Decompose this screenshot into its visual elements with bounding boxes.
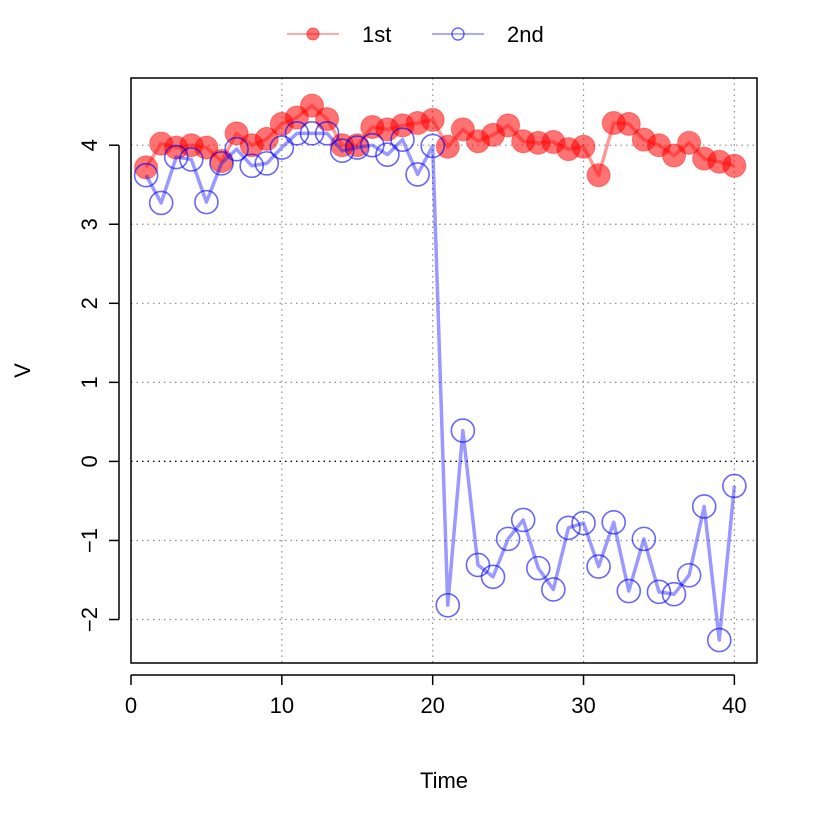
data-point: [586, 163, 611, 188]
legend-label: 2nd: [507, 22, 544, 47]
data-point: [541, 577, 566, 602]
data-point: [300, 93, 325, 118]
data-point: [662, 143, 687, 168]
data-point: [496, 113, 521, 138]
data-point: [284, 121, 310, 146]
data-point: [254, 151, 280, 176]
data-point: [450, 418, 476, 443]
series-line: [144, 131, 737, 642]
data-point: [179, 147, 204, 172]
data-point: [224, 136, 249, 162]
data-point: [133, 162, 159, 188]
plot-frame: [130, 77, 758, 664]
y-tick-label: −2: [77, 607, 102, 632]
data-point: [194, 189, 219, 215]
data-point: [390, 127, 415, 152]
data-point: [691, 494, 717, 519]
data-point: [315, 107, 340, 132]
data-point: [706, 627, 732, 653]
x-tick-label: 0: [125, 693, 137, 718]
x-tick-label: 20: [420, 693, 444, 718]
data-point: [254, 126, 279, 151]
data-point: [269, 135, 295, 160]
data-point: [329, 138, 355, 164]
series-1: [134, 93, 747, 188]
data-point: [148, 190, 174, 216]
data-point: [163, 144, 189, 170]
x-axis-title: Time: [420, 768, 468, 793]
x-axis: 0 10 20 30 40: [125, 674, 747, 718]
data-point: [616, 578, 642, 604]
y-tick-label: 2: [77, 297, 102, 309]
data-point: [661, 581, 687, 607]
data-point: [556, 515, 581, 541]
series: [133, 93, 747, 653]
y-axis: −2 −1 0 1 2 3 4: [77, 139, 120, 632]
data-point: [299, 121, 325, 146]
data-point: [631, 526, 657, 552]
data-point: [646, 579, 672, 605]
data-point: [525, 555, 551, 581]
y-tick-label: 1: [77, 376, 102, 388]
data-point: [344, 135, 370, 160]
legend-marker: [451, 27, 465, 41]
data-point: [571, 134, 596, 159]
x-tick-label: 10: [270, 693, 294, 718]
data-point: [586, 554, 611, 579]
x-tick-label: 30: [571, 693, 595, 718]
data-point: [495, 526, 521, 552]
y-tick-label: 3: [77, 218, 102, 230]
x-tick-label: 40: [722, 693, 746, 718]
data-point: [239, 153, 264, 179]
data-point: [375, 142, 400, 167]
data-point: [571, 510, 596, 536]
data-point: [677, 130, 702, 155]
data-point: [722, 473, 747, 499]
y-tick-label: 0: [77, 455, 102, 467]
data-point: [209, 151, 234, 176]
data-point: [722, 153, 747, 178]
series-2: [133, 121, 747, 653]
data-point: [601, 509, 626, 535]
legend-label: 1st: [362, 22, 391, 47]
data-point: [435, 592, 461, 618]
data-point: [510, 507, 536, 533]
data-point: [480, 564, 506, 590]
data-point: [420, 133, 445, 159]
data-point: [314, 121, 340, 146]
y-axis-title: V: [10, 363, 35, 378]
data-point: [465, 552, 491, 578]
data-point: [134, 155, 159, 180]
y-tick-label: −1: [77, 528, 102, 553]
y-tick-label: 4: [77, 139, 102, 151]
data-point: [616, 111, 641, 136]
data-point: [405, 162, 430, 187]
legend: 1st 2nd: [287, 22, 544, 47]
legend-marker: [306, 27, 320, 41]
data-point: [676, 562, 702, 588]
data-point: [360, 132, 385, 158]
data-point: [420, 107, 445, 132]
